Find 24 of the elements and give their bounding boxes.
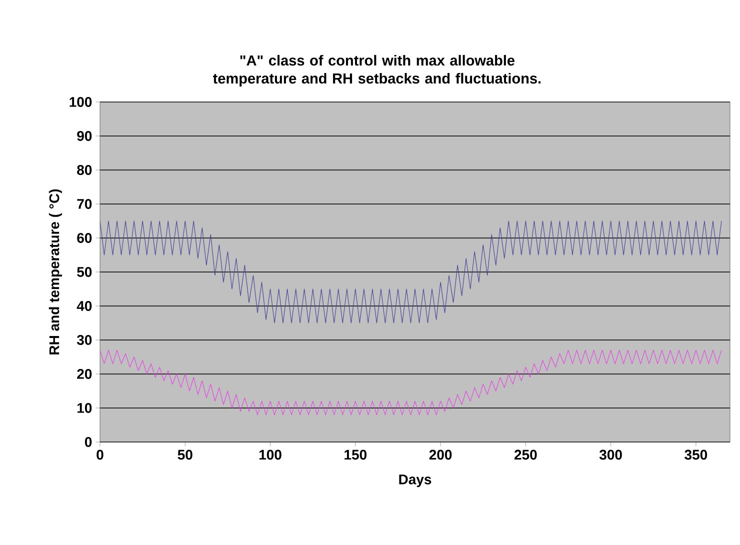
y-tick-label: 60 [77,233,92,243]
y-tick-label: 30 [76,335,92,345]
y-tick-label: 100 [70,97,92,107]
x-tick-label: 350 [684,450,708,460]
x-tick-label: 150 [344,450,367,460]
y-tick-label: 10 [78,403,92,413]
y-tick-label: 70 [77,199,92,209]
y-tick-label: 80 [77,165,92,175]
chart-title: "A" class of control with max allowable temperature and RH setbacks and fluctuations. [213,54,541,86]
y-tick-label: 0 [84,437,92,447]
y-tick-label: 40 [76,301,92,311]
y-axis-title: RH and temperature ( °C) [48,189,62,354]
x-tick-label: 50 [178,450,192,460]
x-tick-label: 300 [599,450,622,460]
x-tick-label: 200 [429,450,452,460]
x-tick-label: 0 [96,450,104,460]
y-tick-label: 90 [77,131,92,141]
y-tick-label: 50 [77,267,92,277]
line-series [100,350,722,416]
x-tick-label: 100 [259,450,282,460]
x-tick-label: 250 [514,450,537,460]
y-tick-label: 20 [77,369,92,379]
line-series [100,220,722,324]
x-axis-title: Days [399,474,432,488]
